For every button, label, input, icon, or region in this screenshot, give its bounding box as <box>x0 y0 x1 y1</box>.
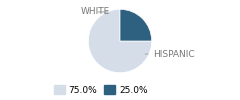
Text: WHITE: WHITE <box>81 7 110 16</box>
Wedge shape <box>88 9 152 73</box>
Wedge shape <box>120 9 152 41</box>
Legend: 75.0%, 25.0%: 75.0%, 25.0% <box>50 82 151 98</box>
Text: HISPANIC: HISPANIC <box>145 50 195 58</box>
